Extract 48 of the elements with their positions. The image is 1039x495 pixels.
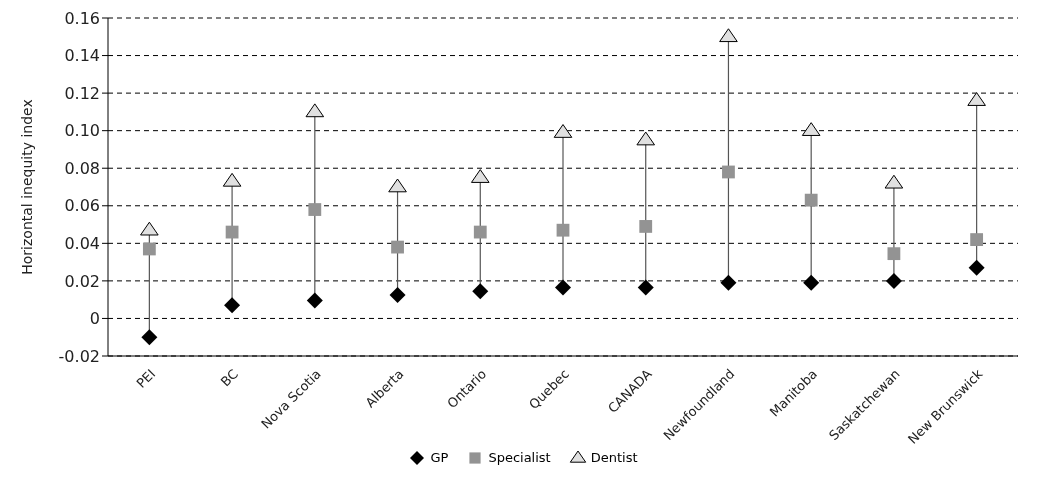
point — [141, 329, 158, 346]
point — [970, 233, 984, 246]
point — [967, 92, 986, 106]
point — [968, 259, 985, 276]
y-tick-label: 0.14 — [64, 46, 100, 66]
point — [142, 242, 156, 256]
point — [637, 279, 654, 296]
point — [222, 172, 242, 187]
point — [803, 274, 820, 291]
point — [556, 223, 570, 237]
y-tick-label: 0.16 — [64, 8, 100, 28]
point — [140, 221, 159, 236]
point — [639, 220, 653, 233]
point — [389, 286, 406, 303]
point — [391, 240, 404, 254]
x-tick-label: BC — [217, 366, 241, 390]
y-axis-title: Horizontal inequity index — [18, 99, 35, 275]
point — [306, 292, 323, 309]
point — [885, 272, 902, 289]
y-tick-label: 0.06 — [64, 196, 100, 216]
point — [388, 178, 407, 193]
point — [801, 122, 821, 136]
y-tick-label: 0.12 — [64, 83, 100, 103]
point — [553, 124, 573, 138]
legend-label: GP — [429, 448, 449, 466]
point — [884, 174, 904, 189]
y-tick-label: 0 — [89, 309, 100, 329]
point — [722, 165, 735, 179]
point — [804, 193, 818, 207]
point — [224, 297, 241, 314]
y-tick-label: 0.08 — [64, 158, 100, 178]
point — [720, 274, 737, 291]
point — [636, 131, 656, 146]
point — [308, 203, 322, 216]
point — [473, 225, 487, 239]
y-tick-label: 0.10 — [64, 121, 100, 141]
point — [887, 247, 901, 261]
point — [472, 283, 489, 300]
y-tick-label: -0.02 — [58, 346, 100, 366]
y-tick-label: 0.04 — [64, 234, 100, 254]
point — [719, 28, 738, 43]
point — [305, 103, 325, 118]
y-tick-label: 0.02 — [64, 271, 100, 291]
point — [470, 169, 490, 183]
legend-label: Dentist — [589, 448, 638, 466]
point — [555, 279, 571, 296]
legend-label: Specialist — [487, 448, 551, 466]
x-tick-label: PEI — [133, 366, 159, 391]
